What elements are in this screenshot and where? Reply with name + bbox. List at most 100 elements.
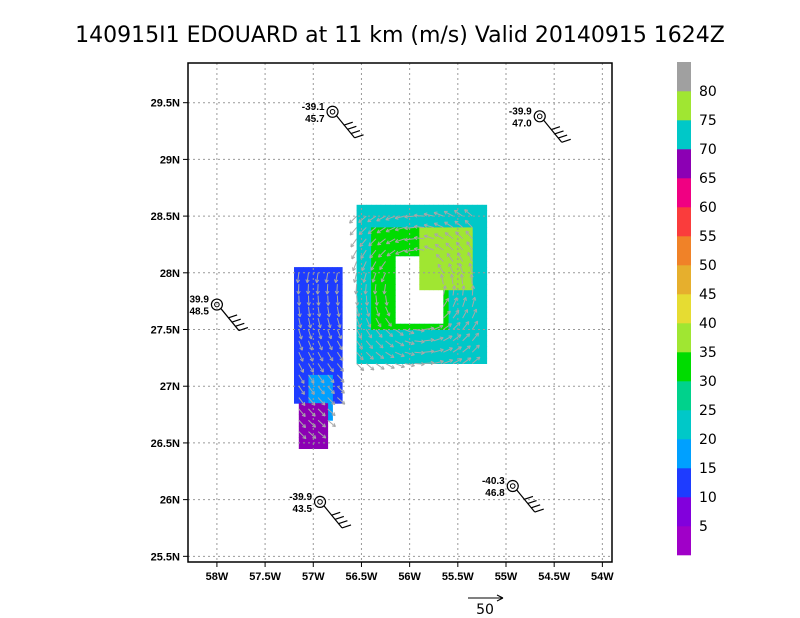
- station-model: -39.947.0: [509, 106, 571, 143]
- speed-cell-20-25: [366, 255, 372, 262]
- speed-cell-10-15: [298, 357, 304, 364]
- wind-vector: [471, 356, 481, 364]
- speed-cell-20-25: [380, 329, 386, 336]
- speed-cell-20-25: [472, 216, 478, 223]
- speed-cell-30-35: [385, 255, 391, 262]
- speed-cell-10-15: [332, 335, 338, 342]
- speed-cell-35-40: [419, 227, 425, 234]
- speed-cell-10-15: [337, 318, 343, 325]
- speed-cell-35-40: [462, 272, 468, 279]
- speed-cell-20-25: [385, 352, 391, 359]
- colorbar-label: 35: [699, 345, 717, 361]
- speed-cell-10-15: [322, 295, 329, 302]
- wind-vector: [452, 358, 463, 364]
- speed-cell-20-25: [453, 301, 459, 308]
- speed-cell-20-25: [356, 233, 362, 240]
- speed-cell-10-15: [308, 301, 314, 308]
- speed-cell-20-25: [481, 284, 488, 291]
- speed-cell-10-15: [294, 295, 300, 302]
- reference-vector: 50: [468, 594, 504, 618]
- wind-barb: [347, 125, 357, 130]
- station-dewpoint: 48.5: [189, 307, 209, 318]
- speed-cell-20-25: [366, 221, 372, 228]
- speed-cell-35-40: [433, 255, 439, 262]
- speed-cell-20-25: [467, 340, 473, 347]
- wind-barb: [350, 129, 361, 135]
- speed-cell-20-25: [477, 227, 483, 234]
- speed-cell-10-15: [322, 369, 329, 376]
- wind-vector: [376, 215, 386, 222]
- speed-cell-20-25: [385, 204, 391, 211]
- speed-cell-35-40: [443, 267, 449, 274]
- speed-cell-20-25: [361, 306, 367, 313]
- speed-cell-30-35: [380, 312, 386, 319]
- speed-cell-20-25: [453, 306, 459, 313]
- speed-cell-20-25: [443, 357, 449, 364]
- speed-cell-20-25: [481, 352, 488, 359]
- station-dewpoint: 45.7: [305, 114, 325, 125]
- speed-cell-10-15: [298, 284, 304, 291]
- speed-cell-20-25: [356, 227, 362, 234]
- speed-cell-20-25: [356, 318, 362, 325]
- speed-cell-30-35: [395, 238, 401, 245]
- speed-cell-20-25: [371, 340, 377, 347]
- speed-cell-20-25: [361, 227, 367, 234]
- wind-vector: [365, 329, 373, 339]
- speed-cell-20-25: [409, 335, 415, 342]
- wind-vector: [469, 273, 474, 285]
- speed-cell-10-15: [337, 284, 343, 291]
- speed-cell-20-25: [472, 340, 478, 347]
- speed-cell-30-35: [390, 250, 396, 257]
- wind-vector: [462, 333, 471, 342]
- wind-vector: [298, 431, 307, 440]
- speed-cell-20-25: [477, 335, 483, 342]
- wind-vector: [386, 238, 396, 245]
- wind-vector: [375, 329, 383, 338]
- wind-vector: [471, 296, 477, 307]
- speed-cell-35-40: [453, 244, 459, 251]
- speed-cell-20-25: [419, 329, 425, 336]
- speed-cell-20-25: [356, 278, 362, 285]
- colorbar-segment: [677, 410, 691, 440]
- wind-vector: [298, 363, 305, 373]
- speed-cell-20-25: [366, 278, 372, 285]
- speed-cell-20-25: [462, 318, 468, 325]
- speed-cell-35-40: [467, 238, 473, 245]
- speed-cell-20-25: [390, 210, 396, 217]
- x-tick-label: 57.5W: [249, 571, 281, 583]
- wind-vector: [336, 351, 344, 362]
- speed-cell-10-15: [313, 329, 319, 336]
- wind-vector: [368, 238, 377, 247]
- speed-cell-10-15: [303, 357, 309, 364]
- speed-cell-20-25: [481, 255, 488, 262]
- wind-vector: [470, 285, 476, 296]
- wind-vector: [452, 309, 460, 319]
- speed-cell-20-25: [366, 346, 372, 353]
- speed-cell-65-70: [318, 414, 324, 421]
- speed-cell-20-25: [481, 306, 488, 313]
- speed-cell-65-70: [303, 431, 309, 438]
- speed-cell-35-40: [424, 255, 430, 262]
- speed-cell-20-25: [361, 312, 367, 319]
- station-model: -39.145.7: [302, 102, 364, 139]
- speed-cell-20-25: [404, 221, 410, 228]
- speed-cell-20-25: [467, 329, 473, 336]
- speed-cell-20-25: [361, 272, 367, 279]
- speed-cell-65-70: [313, 420, 319, 427]
- speed-cell-65-70: [322, 442, 329, 449]
- speed-cell-10-15: [322, 346, 329, 353]
- speed-cell-15-20: [308, 391, 314, 398]
- speed-cell-20-25: [424, 352, 430, 359]
- wind-vector: [423, 234, 434, 240]
- wind-vector: [296, 295, 302, 306]
- speed-cell-10-15: [303, 323, 309, 330]
- speed-cell-65-70: [322, 425, 329, 432]
- speed-cell-35-40: [419, 278, 425, 285]
- wind-vector: [307, 329, 313, 340]
- speed-cell-30-35: [390, 312, 396, 319]
- speed-cell-10-15: [294, 386, 300, 393]
- speed-cell-35-40: [462, 244, 468, 251]
- wind-vector: [452, 334, 462, 342]
- speed-cell-65-70: [322, 408, 329, 415]
